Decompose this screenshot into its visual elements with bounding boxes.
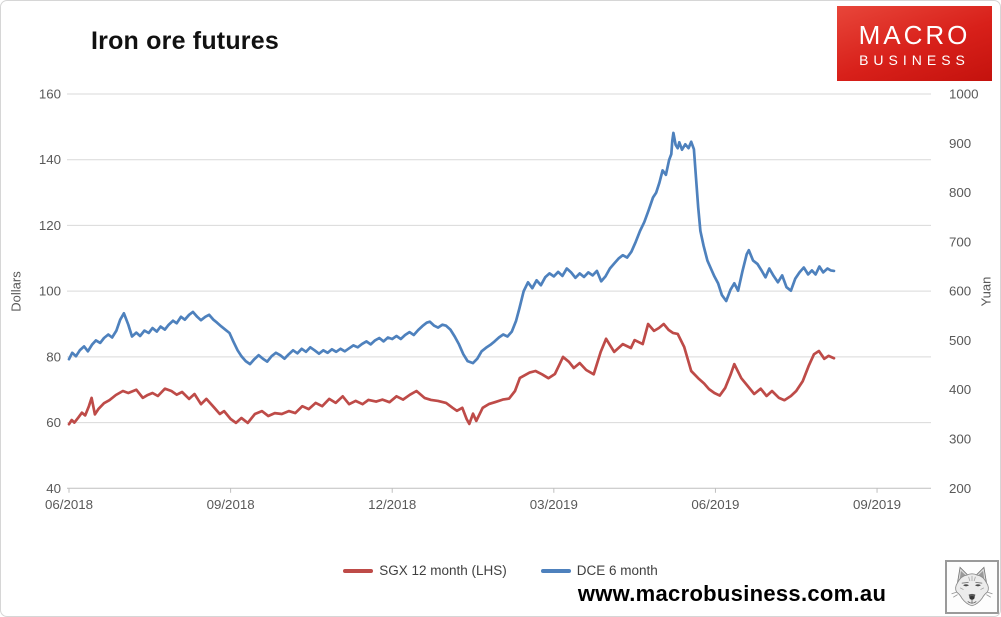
right-axis-tick-label: 600 bbox=[949, 284, 971, 299]
right-axis-tick-label: 500 bbox=[949, 333, 971, 348]
x-axis-tick-label: 09/2019 bbox=[853, 497, 901, 512]
logo-line1: MACRO bbox=[858, 19, 971, 50]
wolf-icon bbox=[951, 566, 993, 607]
legend-label: SGX 12 month (LHS) bbox=[379, 563, 507, 578]
right-axis-tick-label: 200 bbox=[949, 481, 971, 496]
right-axis-tick-label: 300 bbox=[949, 432, 971, 447]
macrobusiness-logo: MACRO BUSINESS bbox=[837, 6, 992, 81]
wolf-logo bbox=[945, 560, 999, 614]
legend-item: SGX 12 month (LHS) bbox=[343, 563, 507, 578]
x-axis-tick-label: 03/2019 bbox=[530, 497, 578, 512]
right-axis-tick-label: 1000 bbox=[949, 87, 979, 102]
left-axis-tick-label: 160 bbox=[39, 87, 61, 102]
left-axis-tick-label: 40 bbox=[46, 481, 61, 496]
chart-legend: SGX 12 month (LHS) DCE 6 month bbox=[1, 563, 1000, 578]
right-axis-tick-label: 400 bbox=[949, 382, 971, 397]
left-axis-tick-label: 60 bbox=[46, 415, 61, 430]
x-axis-tick-label: 06/2018 bbox=[45, 497, 93, 512]
website-text: www.macrobusiness.com.au bbox=[577, 581, 887, 606]
x-axis-tick-label: 12/2018 bbox=[368, 497, 416, 512]
left-axis-tick-label: 120 bbox=[39, 218, 61, 233]
left-axis-tick-label: 80 bbox=[46, 349, 61, 364]
x-axis-tick-label: 09/2018 bbox=[207, 497, 255, 512]
legend-label: DCE 6 month bbox=[576, 563, 658, 578]
legend-swatch bbox=[343, 568, 374, 573]
left-axis-tick-label: 140 bbox=[39, 152, 61, 167]
chart-title: Iron ore futures bbox=[91, 27, 279, 55]
legend-item: DCE 6 month bbox=[540, 563, 658, 578]
left-axis-tick-label: 100 bbox=[39, 284, 61, 299]
right-axis-tick-label: 900 bbox=[949, 136, 971, 151]
legend-swatch bbox=[540, 568, 571, 573]
series-line-sgx bbox=[67, 322, 836, 426]
series-line-dce bbox=[67, 131, 836, 366]
right-axis-tick-label: 700 bbox=[949, 234, 971, 249]
logo-line2: BUSINESS bbox=[859, 51, 970, 68]
x-axis-tick-label: 06/2019 bbox=[691, 497, 739, 512]
right-axis-tick-label: 800 bbox=[949, 185, 971, 200]
